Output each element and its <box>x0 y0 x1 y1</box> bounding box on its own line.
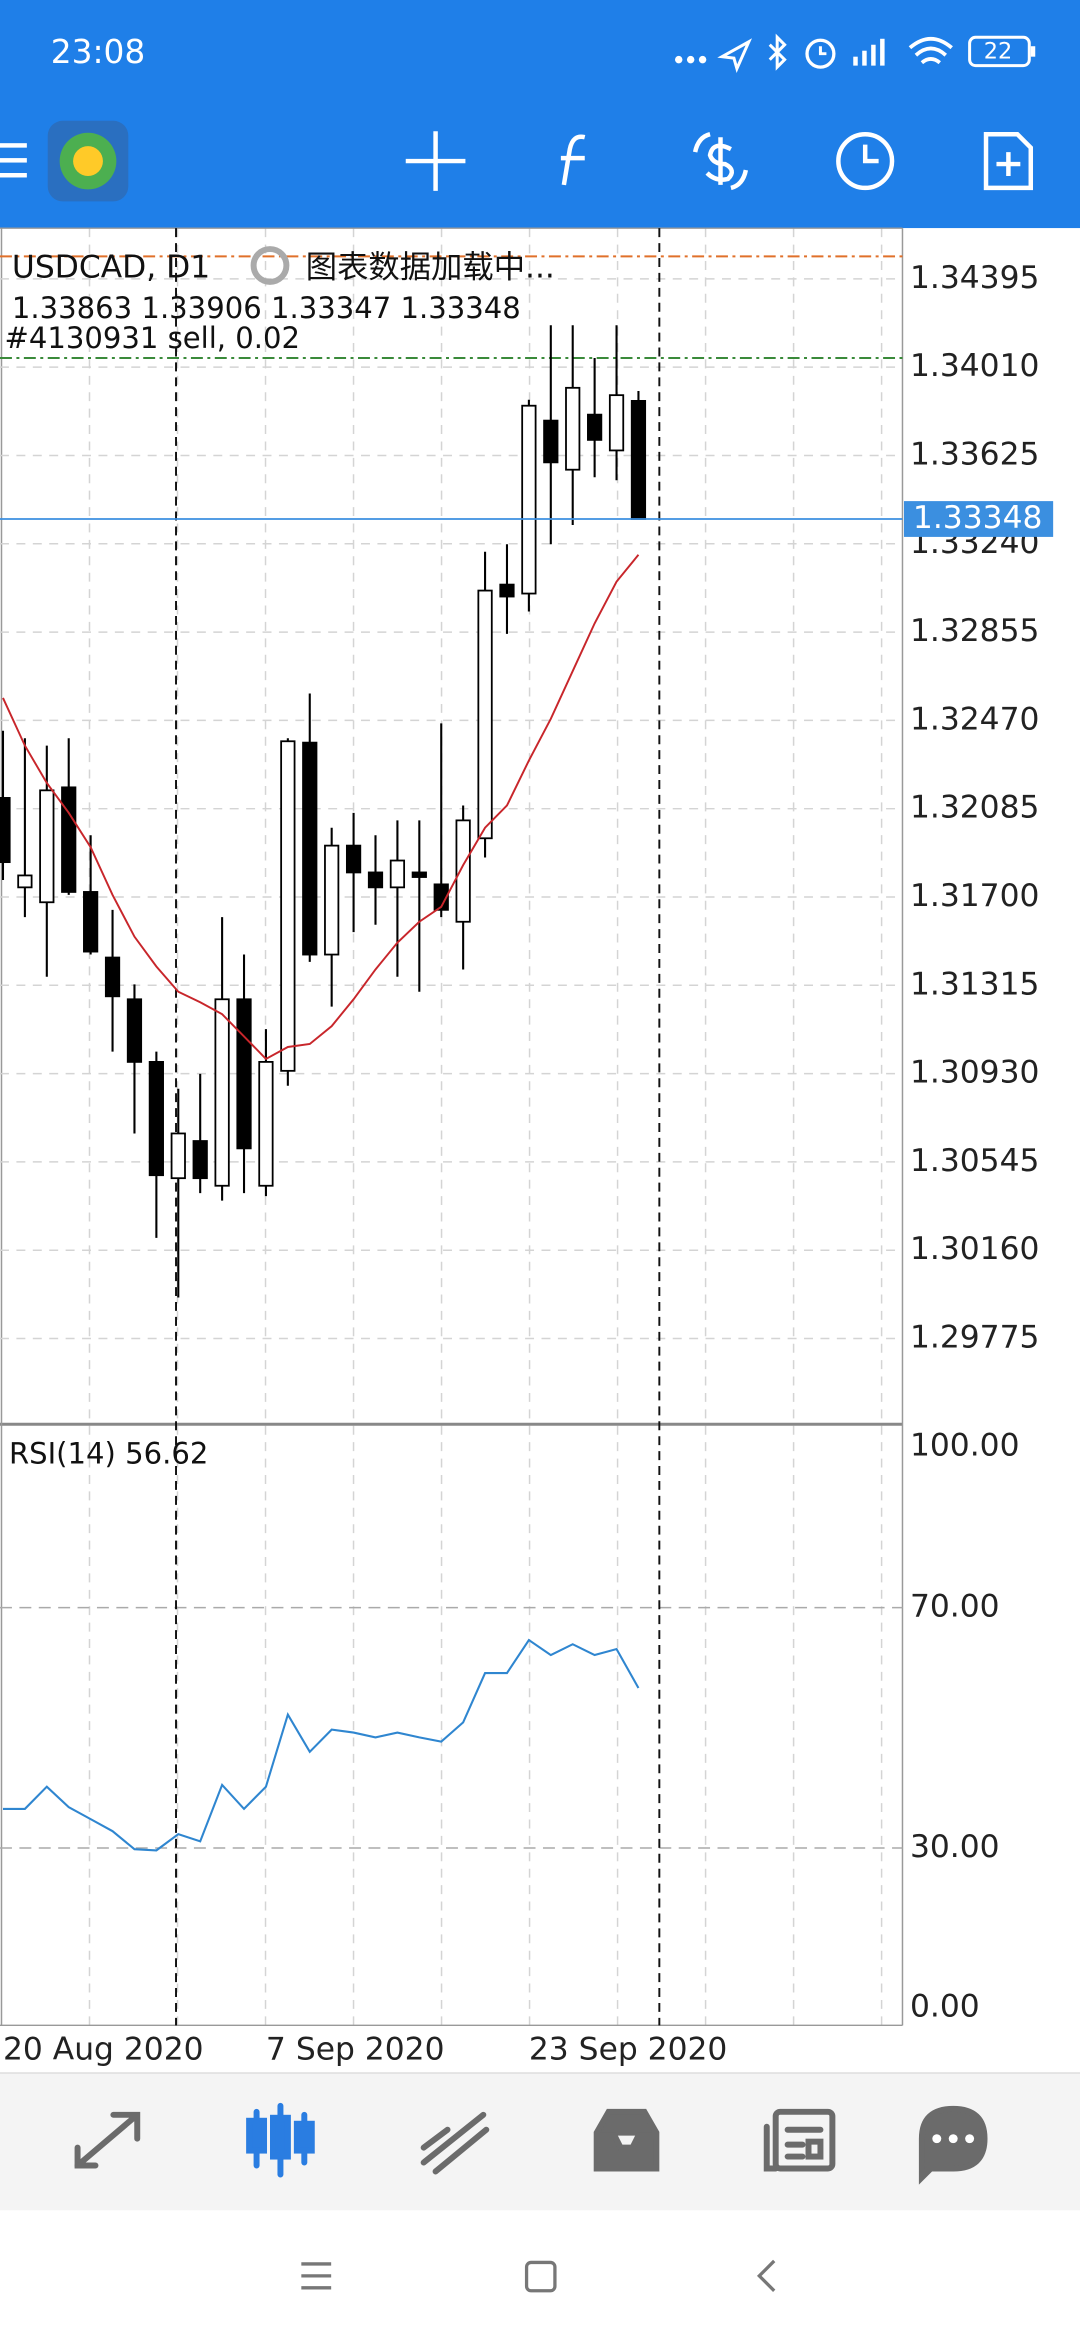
candle-body <box>324 844 340 956</box>
bid-box <box>903 501 1054 537</box>
symbol-label: USDCAD, D1 <box>12 249 210 285</box>
x-tick-label: 23 Sep 2020 <box>529 2032 727 2068</box>
chart-tab[interactable] <box>246 2102 315 2178</box>
clock: 23:08 <box>51 33 146 71</box>
open-value: 1.33863 <box>12 291 132 325</box>
news-tab[interactable] <box>763 2108 836 2172</box>
candle-body <box>477 589 493 840</box>
rsi-name: RSI(14) <box>9 1437 116 1471</box>
high-value: 1.33906 <box>141 291 261 325</box>
candle-body <box>543 419 559 464</box>
ohlc-label: 1.33863 1.33906 1.33347 1.33348 <box>12 291 521 325</box>
candle-body <box>630 399 647 520</box>
candle-body <box>192 1140 208 1180</box>
trade-tab[interactable] <box>420 2111 490 2175</box>
period-button[interactable] <box>836 131 895 191</box>
trade-button[interactable] <box>692 132 749 191</box>
chat-tab[interactable] <box>918 2105 988 2185</box>
candle-body <box>433 883 449 911</box>
app-bar <box>0 0 1080 229</box>
candle-body <box>608 394 625 452</box>
indicators-button[interactable] <box>560 134 586 186</box>
candle-body <box>302 741 318 956</box>
candles <box>0 325 647 1298</box>
candle-body <box>214 998 230 1187</box>
candle-body <box>258 1061 274 1187</box>
bottom-nav <box>0 2073 1080 2211</box>
status-icons <box>675 33 1036 73</box>
price-tick-label: 1.31315 <box>910 966 1040 1002</box>
candle-body <box>83 891 99 953</box>
price-tick-label: 1.34395 <box>910 260 1040 296</box>
toolbar <box>405 131 1034 191</box>
candle-body <box>236 998 252 1150</box>
candle-body <box>39 789 55 904</box>
candle-body <box>0 797 11 864</box>
rsi-tick-label: 70.00 <box>910 1589 1000 1625</box>
home-button[interactable] <box>524 2260 557 2293</box>
price-tick-label: 1.32855 <box>910 613 1040 649</box>
candle-body <box>126 998 143 1063</box>
price-tick-label: 1.30545 <box>910 1143 1040 1179</box>
x-tick-label: 20 Aug 2020 <box>3 2032 204 2068</box>
rsi-tick-label: 100.00 <box>910 1428 1020 1464</box>
grid: 1.343951.340101.336251.332401.328551.324… <box>0 227 1054 2068</box>
candle-body <box>104 956 121 998</box>
candle-body <box>565 386 581 471</box>
x-tick-label: 7 Sep 2020 <box>266 2032 445 2068</box>
order-label: #4130931 sell, 0.02 <box>4 321 300 355</box>
price-tick-label: 1.30930 <box>910 1055 1040 1091</box>
crosshair-button[interactable] <box>405 131 466 191</box>
rsi-line <box>2 1638 640 1852</box>
battery-level: 22 <box>984 39 1012 65</box>
candle-body <box>367 871 384 889</box>
candle-body <box>587 413 603 441</box>
low-value: 1.33347 <box>271 291 391 325</box>
rsi-value: 56.62 <box>125 1437 208 1471</box>
back-button[interactable] <box>756 2259 776 2292</box>
system-nav <box>301 2259 776 2293</box>
loading-label: 图表数据加载中... <box>306 249 555 285</box>
rsi-tick-label: 30.00 <box>910 1829 1000 1865</box>
close-value: 1.33348 <box>400 291 520 325</box>
candle-body <box>455 819 471 923</box>
price-tick-label: 1.32085 <box>910 790 1040 826</box>
loading-spinner <box>250 246 290 285</box>
candle-body <box>389 859 406 889</box>
price-tick-label: 1.29775 <box>910 1320 1040 1356</box>
candle-body <box>170 1132 186 1180</box>
bid-label: 1.33348 <box>913 500 1043 536</box>
candle-body <box>345 844 362 874</box>
price-tick-label: 1.34010 <box>910 348 1040 384</box>
price-tick-label: 1.32470 <box>910 701 1040 737</box>
price-tick-label: 1.31700 <box>910 878 1040 914</box>
rsi-label: RSI(14) 56.62 <box>9 1437 208 1471</box>
ma-line <box>2 554 640 1061</box>
history-tab[interactable] <box>593 2108 660 2172</box>
recents-button[interactable] <box>301 2262 332 2290</box>
candle-body <box>521 404 537 595</box>
candle-body <box>61 786 77 893</box>
candle-body <box>499 583 515 598</box>
new-order-button[interactable] <box>983 131 1034 191</box>
rsi-tick-label: 0.00 <box>910 1988 980 2024</box>
candle-body <box>148 1061 164 1177</box>
price-tick-label: 1.33625 <box>910 436 1040 472</box>
menu-button[interactable] <box>0 143 27 178</box>
price-tick-label: 1.30160 <box>910 1231 1040 1267</box>
app-icon[interactable] <box>47 120 129 202</box>
quotes-tab[interactable] <box>74 2111 141 2169</box>
candle-body <box>411 871 427 878</box>
candle-body <box>280 740 296 1072</box>
candle-body <box>17 874 33 889</box>
